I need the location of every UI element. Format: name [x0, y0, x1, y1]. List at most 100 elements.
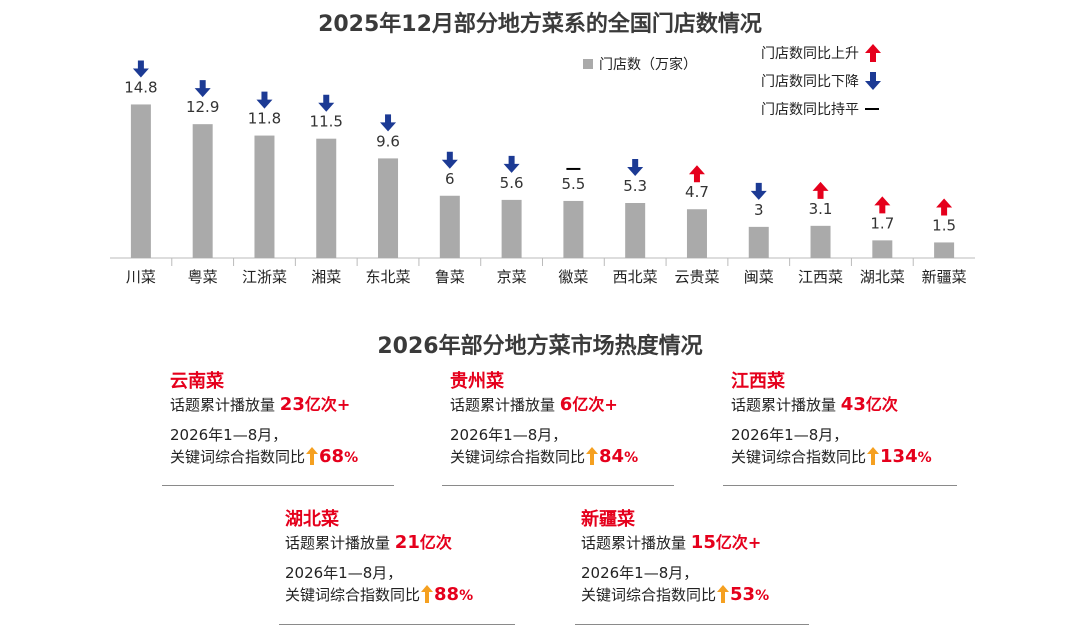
bar	[934, 242, 955, 258]
up-arrow-icon	[865, 44, 881, 62]
growth-up-icon	[306, 447, 319, 465]
trend-down-arrow-icon	[503, 155, 520, 173]
card-index: 关键词综合指数同比 53%	[581, 584, 769, 607]
card-divider	[575, 624, 809, 625]
volume-label: 话题累计播放量	[170, 396, 276, 414]
bar-value-label: 1.5	[932, 216, 956, 234]
legend-item-down: 门店数同比下降	[761, 71, 881, 91]
bar	[378, 158, 399, 258]
bar	[563, 200, 584, 258]
x-tick-label: 东北菜	[366, 268, 411, 286]
bar-value-label: 11.5	[310, 113, 343, 131]
card-index: 关键词综合指数同比 134%	[731, 446, 932, 469]
trend-down-arrow-icon	[380, 114, 397, 132]
section2-title: 2026年部分地方菜市场热度情况	[377, 334, 703, 359]
card-period: 2026年1—8月，	[170, 426, 288, 444]
pct-number: 84	[599, 446, 625, 467]
volume-unit: 亿次	[419, 533, 452, 552]
x-tick-label: 西北菜	[613, 268, 658, 286]
bar-value-label: 9.6	[376, 132, 400, 150]
volume-number: 23	[279, 394, 305, 415]
card-name: 湖北菜	[285, 509, 339, 530]
legend-swatch-bar	[583, 59, 593, 69]
card-index: 关键词综合指数同比 68%	[170, 446, 358, 469]
growth-up-icon	[586, 447, 599, 465]
trend-down-arrow-icon	[256, 91, 273, 109]
card-divider	[723, 485, 957, 486]
bar	[439, 195, 460, 258]
bar-value-label: 1.7	[870, 214, 894, 232]
x-tick-label: 江西菜	[798, 268, 843, 286]
volume-unit: 亿次+	[304, 395, 351, 414]
growth-up-icon	[717, 585, 730, 603]
bar-chart: 14.8 川菜 12.9 粤菜 11.8 江浙菜 11.5 湘菜 9.6 东北菜 6 鲁菜 5.6 京菜 5…	[110, 60, 975, 286]
index-label: 关键词综合指数同比	[581, 586, 717, 604]
volume-number: 43	[840, 394, 866, 415]
bar	[872, 240, 893, 258]
legend-item-bars: 门店数（万家）	[583, 54, 697, 74]
card-volume: 话题累计播放量 6亿次+	[450, 394, 638, 416]
legend-item-flat: 门店数同比持平	[761, 99, 879, 119]
volume-label: 话题累计播放量	[450, 396, 556, 414]
bar	[501, 199, 522, 258]
card-index: 关键词综合指数同比 88%	[285, 584, 473, 607]
volume-number: 21	[394, 532, 420, 553]
legend-label-down: 门店数同比下降	[761, 74, 859, 90]
card-period: 2026年1—8月，	[581, 564, 699, 582]
card-divider	[442, 485, 674, 486]
x-tick-label: 云贵菜	[674, 268, 719, 286]
x-tick-label: 新疆菜	[922, 268, 967, 286]
x-tick-label: 江浙菜	[242, 268, 287, 286]
volume-unit: 亿次+	[572, 395, 618, 414]
legend-label-up: 门店数同比上升	[761, 46, 859, 62]
x-tick-label: 徽菜	[558, 268, 588, 286]
legend-label-flat: 门店数同比持平	[761, 102, 859, 118]
bar	[130, 104, 151, 258]
card-xinjiang: 新疆菜 话题累计播放量 15亿次+ 2026年1—8月， 关键词综合指数同比 53…	[581, 508, 769, 607]
bar-value-label: 6	[445, 170, 455, 188]
down-arrow-icon	[865, 72, 881, 90]
pct-number: 134	[880, 446, 918, 467]
chart-title: 2025年12月部分地方菜系的全国门店数情况	[318, 12, 762, 37]
growth-up-icon	[867, 447, 880, 465]
pct-sign: %	[624, 450, 639, 466]
index-label: 关键词综合指数同比	[285, 586, 421, 604]
x-tick-label: 京菜	[497, 268, 527, 286]
volume-unit: 亿次+	[715, 533, 762, 552]
bar-value-label: 5.5	[561, 175, 585, 193]
index-label: 关键词综合指数同比	[170, 448, 306, 466]
card-jiangxi: 江西菜 话题累计播放量 43亿次 2026年1—8月， 关键词综合指数同比 134…	[731, 370, 932, 469]
card-name: 江西菜	[731, 371, 785, 392]
card-period: 2026年1—8月，	[285, 564, 403, 582]
card-volume: 话题累计播放量 15亿次+	[581, 532, 769, 554]
trend-down-arrow-icon	[750, 182, 767, 200]
volume-label: 话题累计播放量	[285, 534, 391, 552]
x-tick-label: 湘菜	[311, 268, 341, 286]
card-divider	[162, 485, 394, 486]
card-volume: 话题累计播放量 21亿次	[285, 532, 473, 554]
trend-down-arrow-icon	[318, 94, 335, 112]
legend-label-bar: 门店数（万家）	[599, 57, 697, 73]
card-name: 云南菜	[170, 371, 224, 392]
card-name: 新疆菜	[581, 509, 635, 530]
x-tick-label: 闽菜	[744, 268, 774, 286]
pct-sign: %	[344, 450, 359, 466]
card-index: 关键词综合指数同比 84%	[450, 446, 638, 469]
trend-up-arrow-icon	[936, 198, 953, 216]
bar-value-label: 14.8	[124, 78, 157, 96]
volume-label: 话题累计播放量	[581, 534, 687, 552]
trend-up-arrow-icon	[812, 181, 829, 199]
pct-sign: %	[459, 588, 474, 604]
pct-number: 88	[434, 584, 460, 605]
card-period: 2026年1—8月，	[731, 426, 849, 444]
card-name: 贵州菜	[450, 371, 504, 392]
growth-up-icon	[421, 585, 434, 603]
pct-sign: %	[755, 588, 770, 604]
trend-down-arrow-icon	[627, 159, 644, 177]
bar	[810, 225, 831, 258]
pct-sign: %	[917, 450, 932, 466]
bar	[254, 135, 275, 258]
x-tick-label: 鲁菜	[435, 268, 465, 286]
trend-up-arrow-icon	[688, 165, 705, 183]
x-tick-label: 川菜	[126, 268, 156, 286]
